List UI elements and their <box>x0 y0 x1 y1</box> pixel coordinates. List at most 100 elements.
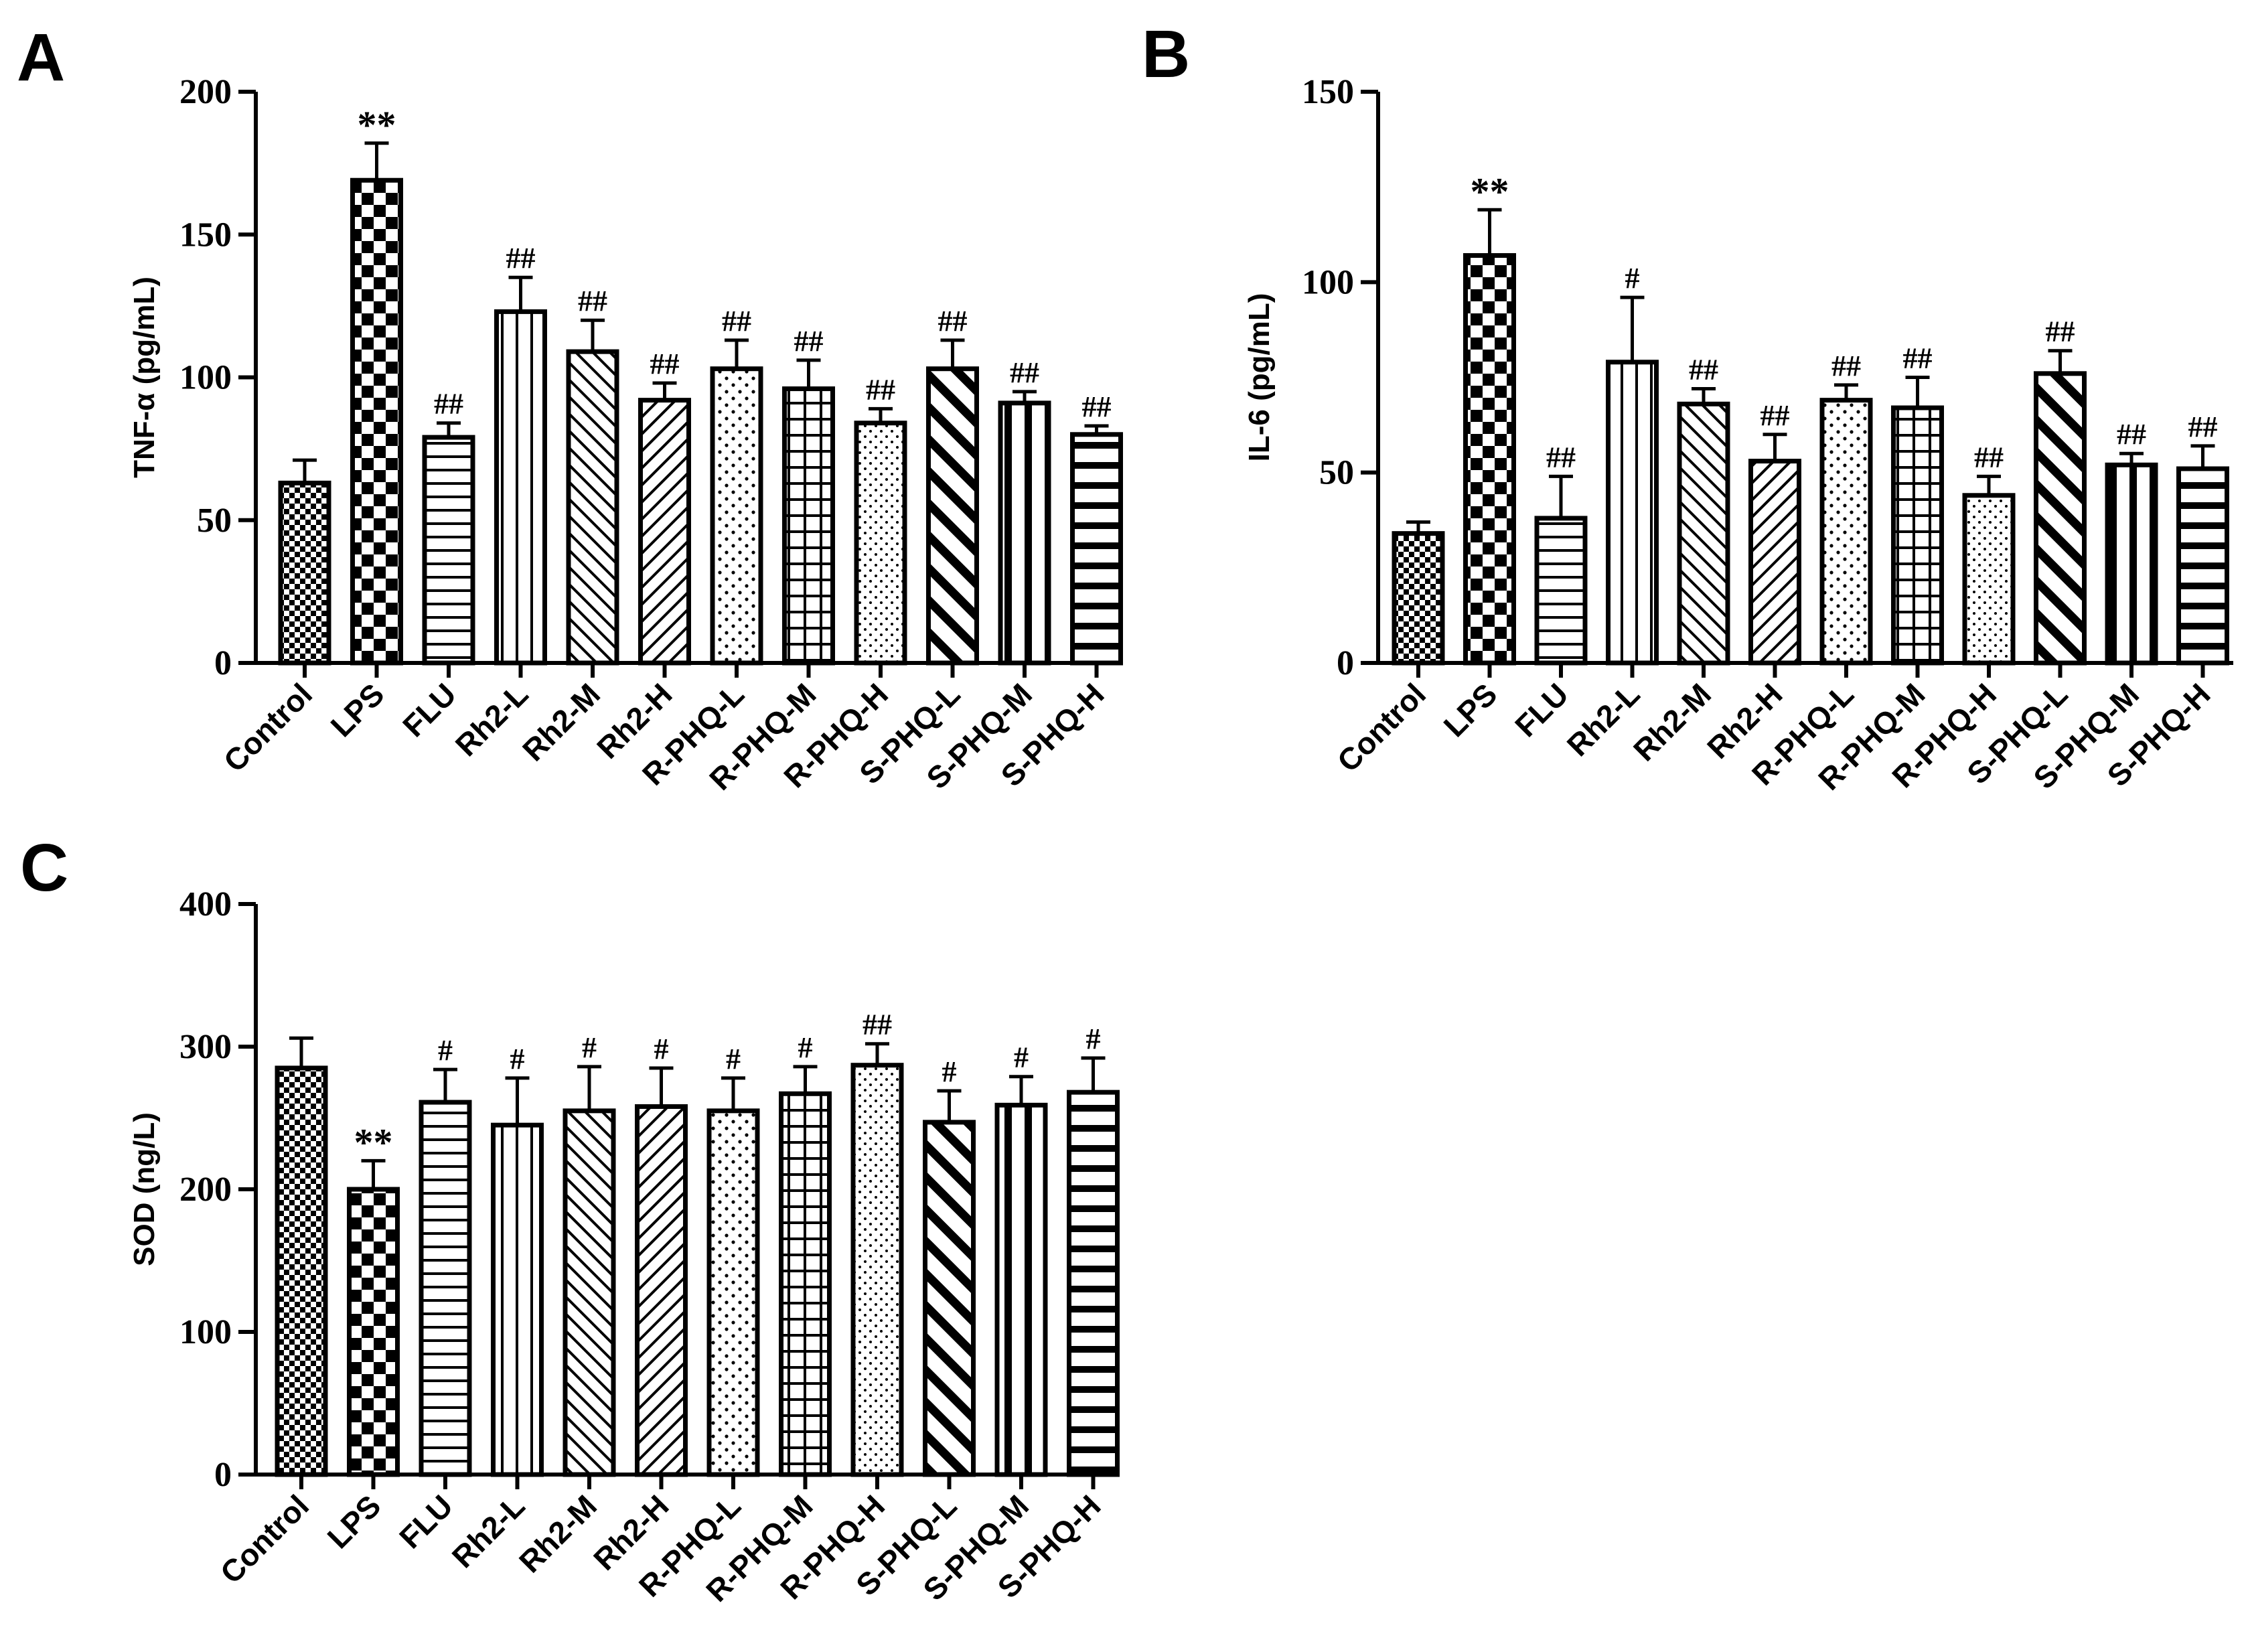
bar-b-rh2-h <box>1748 459 1801 666</box>
y-tick-label: 150 <box>179 216 232 254</box>
significance-label: # <box>582 1031 597 1064</box>
category-label: Control <box>214 1488 315 1590</box>
bar-c-s-phq-m <box>994 1102 1048 1477</box>
bar-b-s-phq-l <box>2034 371 2087 666</box>
significance-label: ## <box>2117 418 2146 451</box>
bar-b-r-phq-m <box>1891 405 1944 666</box>
significance-label: ## <box>1689 354 1718 386</box>
significance-label: ## <box>1082 390 1112 423</box>
y-axis-label-b: IL-6 (pg/mL) <box>1243 293 1276 462</box>
significance-label: ## <box>434 388 463 421</box>
significance-label: ## <box>1010 356 1039 389</box>
significance-label: # <box>438 1034 453 1067</box>
y-tick-label: 100 <box>179 1313 232 1351</box>
significance-label: ## <box>578 285 607 317</box>
y-tick-label: 0 <box>214 1456 232 1494</box>
category-label: LPS <box>324 676 391 743</box>
significance-label: ## <box>2188 410 2218 443</box>
y-tick-label: 300 <box>179 1028 232 1066</box>
bar-a-s-phq-m <box>998 400 1051 666</box>
bar-a-rh2-l <box>494 309 547 666</box>
significance-label: ## <box>1831 350 1861 382</box>
bar-b-flu <box>1534 516 1588 666</box>
bar-c-flu <box>419 1100 472 1477</box>
panel-letter-c: C <box>20 830 68 905</box>
y-tick-label: 150 <box>1302 73 1354 111</box>
significance-label: # <box>1625 262 1640 295</box>
bar-b-lps <box>1463 253 1516 666</box>
significance-label: ## <box>794 325 824 358</box>
significance-label: ## <box>650 348 680 380</box>
bar-a-flu <box>422 435 475 666</box>
y-axis-label-c: SOD (ng/L) <box>128 1112 161 1266</box>
y-tick-label: 0 <box>214 644 232 682</box>
y-tick-label: 50 <box>197 502 232 540</box>
significance-label: # <box>1014 1041 1029 1074</box>
significance-label: # <box>510 1043 525 1075</box>
bar-a-s-phq-l <box>926 366 979 666</box>
bar-c-rh2-l <box>491 1122 544 1477</box>
bar-c-rh2-m <box>563 1108 616 1477</box>
panel-letter-a: A <box>17 20 65 95</box>
significance-label: ## <box>863 1008 892 1041</box>
category-label: Rh2-M <box>1627 676 1718 767</box>
bar-b-rh2-l <box>1606 360 1659 666</box>
bar-b-s-phq-m <box>2105 462 2158 666</box>
bar-c-r-phq-h <box>850 1063 904 1477</box>
significance-label: ## <box>938 305 968 337</box>
bar-c-s-phq-h <box>1067 1090 1120 1477</box>
significance-label: # <box>798 1031 813 1064</box>
bar-b-s-phq-h <box>2176 466 2229 666</box>
category-label: Rh2-M <box>516 676 607 767</box>
significance-label: # <box>726 1043 741 1075</box>
category-label: LPS <box>1437 676 1504 743</box>
significance-label: ## <box>722 305 751 337</box>
bar-c-r-phq-m <box>779 1091 832 1477</box>
bar-a-lps <box>350 177 403 666</box>
y-tick-label: 200 <box>179 1171 232 1209</box>
significance-label: # <box>942 1055 957 1088</box>
y-axis-label-a: TNF-α (pg/mL) <box>128 277 161 478</box>
bar-c-lps <box>347 1187 400 1477</box>
category-label: Control <box>217 676 319 778</box>
category-label: LPS <box>321 1488 388 1555</box>
bar-c-r-phq-l <box>706 1108 760 1477</box>
bar-a-rh2-m <box>566 349 619 666</box>
bar-a-r-phq-m <box>782 386 835 666</box>
y-tick-label: 100 <box>1302 263 1354 301</box>
y-tick-label: 50 <box>1319 454 1354 492</box>
y-tick-label: 0 <box>1337 644 1354 682</box>
significance-label: ## <box>1760 399 1790 432</box>
significance-label: ## <box>506 242 536 275</box>
significance-label: ** <box>354 1120 393 1164</box>
bar-a-rh2-h <box>638 398 691 666</box>
bar-b-r-phq-h <box>1962 493 2016 666</box>
significance-label: # <box>1086 1023 1101 1055</box>
bar-a-control <box>278 480 331 666</box>
significance-label: # <box>654 1033 669 1065</box>
bar-c-s-phq-l <box>923 1120 976 1477</box>
significance-label: ## <box>2046 315 2075 348</box>
significance-label: ## <box>1546 441 1576 473</box>
category-label: Rh2-M <box>512 1488 603 1579</box>
y-tick-label: 100 <box>179 359 232 397</box>
bar-c-control <box>275 1065 328 1477</box>
bar-b-r-phq-l <box>1819 398 1873 666</box>
panel-letter-b: B <box>1142 17 1190 92</box>
significance-label: ** <box>358 103 396 147</box>
bar-b-control <box>1392 531 1445 666</box>
significance-label: ## <box>1974 441 2004 473</box>
bar-a-s-phq-h <box>1070 432 1123 666</box>
category-label: Control <box>1331 676 1432 778</box>
bar-a-r-phq-l <box>710 366 763 666</box>
bar-c-rh2-h <box>635 1104 688 1477</box>
significance-label: ## <box>866 373 895 406</box>
y-tick-label: 200 <box>179 73 232 111</box>
significance-label: ## <box>1903 342 1933 375</box>
y-tick-label: 400 <box>179 885 232 923</box>
significance-label: ** <box>1471 169 1509 213</box>
